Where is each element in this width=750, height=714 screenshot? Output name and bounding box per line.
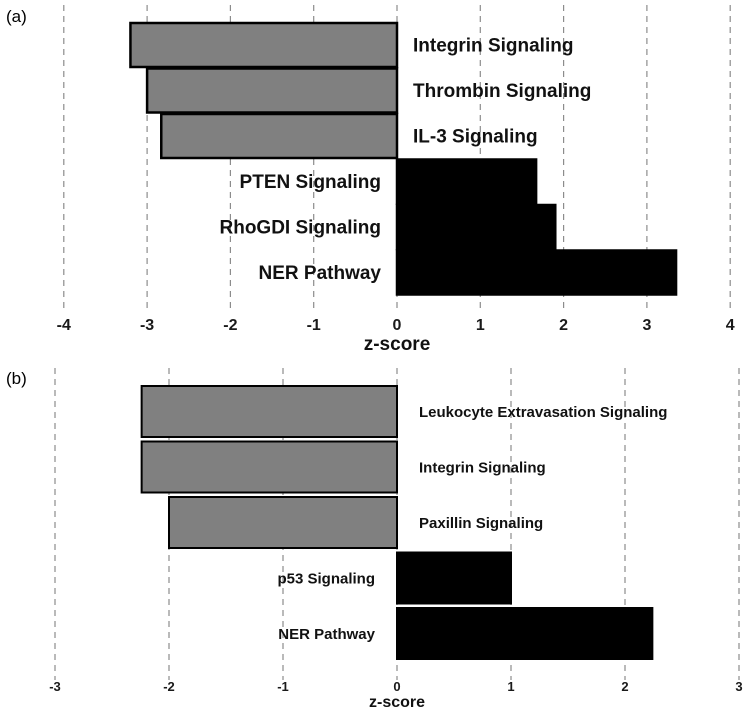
- category-label: p53 Signaling: [277, 570, 375, 587]
- category-label: Paxillin Signaling: [419, 515, 543, 532]
- category-label: Integrin Signaling: [413, 36, 573, 57]
- panel-a-x-tick-labels: -4 -3 -2 -1 0 1 2 3 4: [57, 317, 735, 334]
- bar: [395, 158, 538, 205]
- panel-b-category-labels: Leukocyte Extravasation Signaling Integri…: [277, 404, 667, 643]
- x-tick-label: 2: [559, 317, 568, 334]
- x-tick-label: 1: [476, 317, 485, 334]
- category-label: IL-3 Signaling: [413, 127, 538, 148]
- bar: [145, 67, 399, 114]
- category-label: RhoGDI Signaling: [220, 218, 382, 239]
- x-tick-label: 3: [642, 317, 651, 334]
- panel-a-x-axis-title: z-score: [364, 334, 431, 355]
- bar: [395, 203, 557, 251]
- x-tick-label: 1: [507, 679, 514, 694]
- category-label: NER Pathway: [259, 263, 382, 284]
- bar: [396, 551, 512, 605]
- x-tick-label: -3: [49, 679, 61, 694]
- panel-a: (a) Integrin Signaling Thrombin Signaling…: [6, 5, 735, 355]
- panel-a-category-labels: Integrin Signaling Thrombin Signaling IL-3…: [220, 36, 592, 284]
- x-tick-label: 0: [393, 679, 400, 694]
- x-tick-label: -3: [140, 317, 154, 334]
- x-tick-label: 4: [726, 317, 735, 334]
- x-tick-label: 3: [735, 679, 742, 694]
- panel-a-label: (a): [6, 7, 27, 26]
- category-label: Leukocyte Extravasation Signaling: [419, 404, 667, 421]
- x-tick-label: -1: [307, 317, 321, 334]
- category-label: PTEN Signaling: [240, 172, 381, 193]
- panel-b-x-tick-labels: -3 -2 -1 0 1 2 3: [49, 679, 742, 694]
- x-tick-label: -4: [57, 317, 71, 334]
- panel-a-bars: [129, 21, 678, 296]
- x-tick-label: 2: [621, 679, 628, 694]
- bar: [129, 21, 399, 69]
- x-tick-label: -2: [163, 679, 175, 694]
- category-label: Thrombin Signaling: [413, 81, 591, 102]
- x-tick-label: 0: [393, 317, 402, 334]
- category-label: NER Pathway: [278, 626, 375, 643]
- bar: [168, 496, 398, 549]
- panel-b: (b) Leukocyte Extravasation Signaling Int…: [6, 368, 743, 711]
- panel-b-bars: [140, 385, 654, 660]
- panel-b-x-axis-title: z-score: [369, 694, 425, 711]
- bar: [140, 385, 398, 438]
- bar: [160, 112, 399, 160]
- bar: [396, 607, 654, 660]
- bar: [140, 440, 398, 494]
- category-label: Integrin Signaling: [419, 459, 546, 476]
- panel-b-label: (b): [6, 369, 27, 388]
- x-tick-label: -2: [223, 317, 237, 334]
- bar: [395, 249, 678, 296]
- x-tick-label: -1: [277, 679, 289, 694]
